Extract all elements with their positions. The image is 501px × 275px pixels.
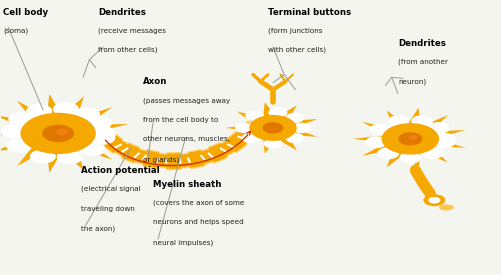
Circle shape: [399, 152, 421, 164]
Circle shape: [285, 113, 304, 123]
Text: Action potential: Action potential: [81, 166, 159, 175]
Circle shape: [89, 131, 115, 145]
Circle shape: [433, 136, 455, 148]
Text: from the cell body to: from the cell body to: [143, 117, 218, 123]
Circle shape: [21, 113, 96, 154]
Circle shape: [370, 123, 391, 135]
Circle shape: [80, 142, 106, 156]
Text: (receive messages: (receive messages: [98, 27, 166, 34]
Circle shape: [42, 125, 74, 142]
Circle shape: [241, 133, 261, 143]
Text: Terminal buttons: Terminal buttons: [268, 7, 351, 16]
Circle shape: [388, 115, 409, 127]
Text: from other cells): from other cells): [98, 47, 158, 53]
Text: (passes messages away: (passes messages away: [143, 97, 230, 103]
Circle shape: [90, 126, 116, 141]
Circle shape: [428, 122, 449, 134]
Circle shape: [377, 147, 399, 159]
Circle shape: [1, 124, 27, 138]
Circle shape: [398, 132, 422, 145]
Text: the axon): the axon): [81, 225, 115, 232]
Circle shape: [366, 136, 387, 148]
Polygon shape: [225, 102, 318, 153]
Text: Dendrites: Dendrites: [98, 7, 146, 16]
Circle shape: [269, 107, 288, 118]
Circle shape: [30, 149, 56, 164]
Text: (from another: (from another: [398, 59, 448, 65]
Circle shape: [264, 138, 283, 149]
Polygon shape: [0, 94, 128, 173]
Circle shape: [249, 115, 297, 141]
Circle shape: [6, 139, 32, 153]
Text: traveling down: traveling down: [81, 206, 134, 212]
Text: neurons and helps speed: neurons and helps speed: [153, 219, 244, 225]
Text: or glands): or glands): [143, 156, 179, 163]
Circle shape: [285, 133, 304, 143]
Polygon shape: [353, 108, 465, 170]
Text: neuron): neuron): [398, 78, 426, 85]
Circle shape: [423, 194, 445, 206]
Circle shape: [263, 122, 284, 134]
Text: Dendrites: Dendrites: [398, 39, 446, 48]
Circle shape: [86, 116, 112, 130]
Circle shape: [434, 133, 456, 145]
Text: other neurons, muscles,: other neurons, muscles,: [143, 136, 230, 142]
Circle shape: [411, 115, 433, 127]
Circle shape: [9, 112, 35, 126]
Circle shape: [26, 104, 52, 118]
Circle shape: [245, 111, 264, 121]
Text: Cell body: Cell body: [3, 7, 48, 16]
Circle shape: [53, 102, 79, 116]
Ellipse shape: [439, 204, 454, 210]
Text: neural impulses): neural impulses): [153, 239, 213, 246]
Circle shape: [57, 150, 83, 164]
Text: (electrical signal: (electrical signal: [81, 186, 140, 192]
Text: Myelin sheath: Myelin sheath: [153, 180, 221, 189]
Circle shape: [235, 123, 254, 133]
Circle shape: [382, 123, 439, 155]
Text: with other cells): with other cells): [268, 47, 326, 53]
Text: (form junctions: (form junctions: [268, 27, 323, 34]
Text: (covers the axon of some: (covers the axon of some: [153, 200, 244, 206]
Text: Axon: Axon: [143, 77, 167, 86]
Circle shape: [409, 135, 418, 140]
Circle shape: [422, 147, 443, 159]
Circle shape: [428, 197, 440, 204]
Circle shape: [56, 129, 68, 135]
Circle shape: [74, 108, 100, 122]
Text: (soma): (soma): [3, 27, 29, 34]
Circle shape: [292, 123, 311, 133]
